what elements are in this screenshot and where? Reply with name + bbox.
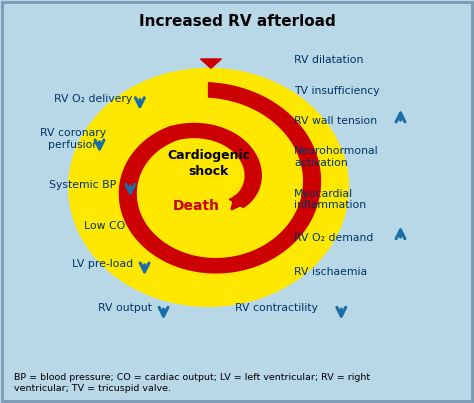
Text: RV O₂ demand: RV O₂ demand bbox=[294, 233, 373, 243]
Text: BP = blood pressure; CO = cardiac output; LV = left ventricular; RV = right
vent: BP = blood pressure; CO = cardiac output… bbox=[14, 373, 370, 393]
Text: RV O₂ delivery: RV O₂ delivery bbox=[55, 94, 133, 104]
Polygon shape bbox=[170, 123, 261, 208]
Text: Low CO: Low CO bbox=[84, 221, 126, 231]
Text: Death: Death bbox=[173, 199, 220, 212]
Text: RV dilatation: RV dilatation bbox=[294, 56, 363, 65]
Text: RV output: RV output bbox=[98, 303, 152, 313]
Text: Neurohormonal
activation: Neurohormonal activation bbox=[294, 146, 379, 168]
Text: LV pre-load: LV pre-load bbox=[72, 259, 133, 269]
Text: RV contractility: RV contractility bbox=[235, 303, 318, 313]
Polygon shape bbox=[201, 59, 221, 68]
Polygon shape bbox=[119, 83, 320, 273]
Text: RV coronary
perfusion: RV coronary perfusion bbox=[40, 128, 107, 150]
Text: Systemic BP: Systemic BP bbox=[49, 181, 116, 190]
Text: TV insufficiency: TV insufficiency bbox=[294, 86, 380, 96]
Text: Cardiogenic
shock: Cardiogenic shock bbox=[167, 149, 250, 178]
Circle shape bbox=[69, 69, 348, 306]
Text: Myocardial
inflammation: Myocardial inflammation bbox=[294, 189, 366, 210]
Text: Increased RV afterload: Increased RV afterload bbox=[138, 14, 336, 29]
Text: RV ischaemia: RV ischaemia bbox=[294, 267, 367, 277]
Text: RV wall tension: RV wall tension bbox=[294, 116, 377, 126]
